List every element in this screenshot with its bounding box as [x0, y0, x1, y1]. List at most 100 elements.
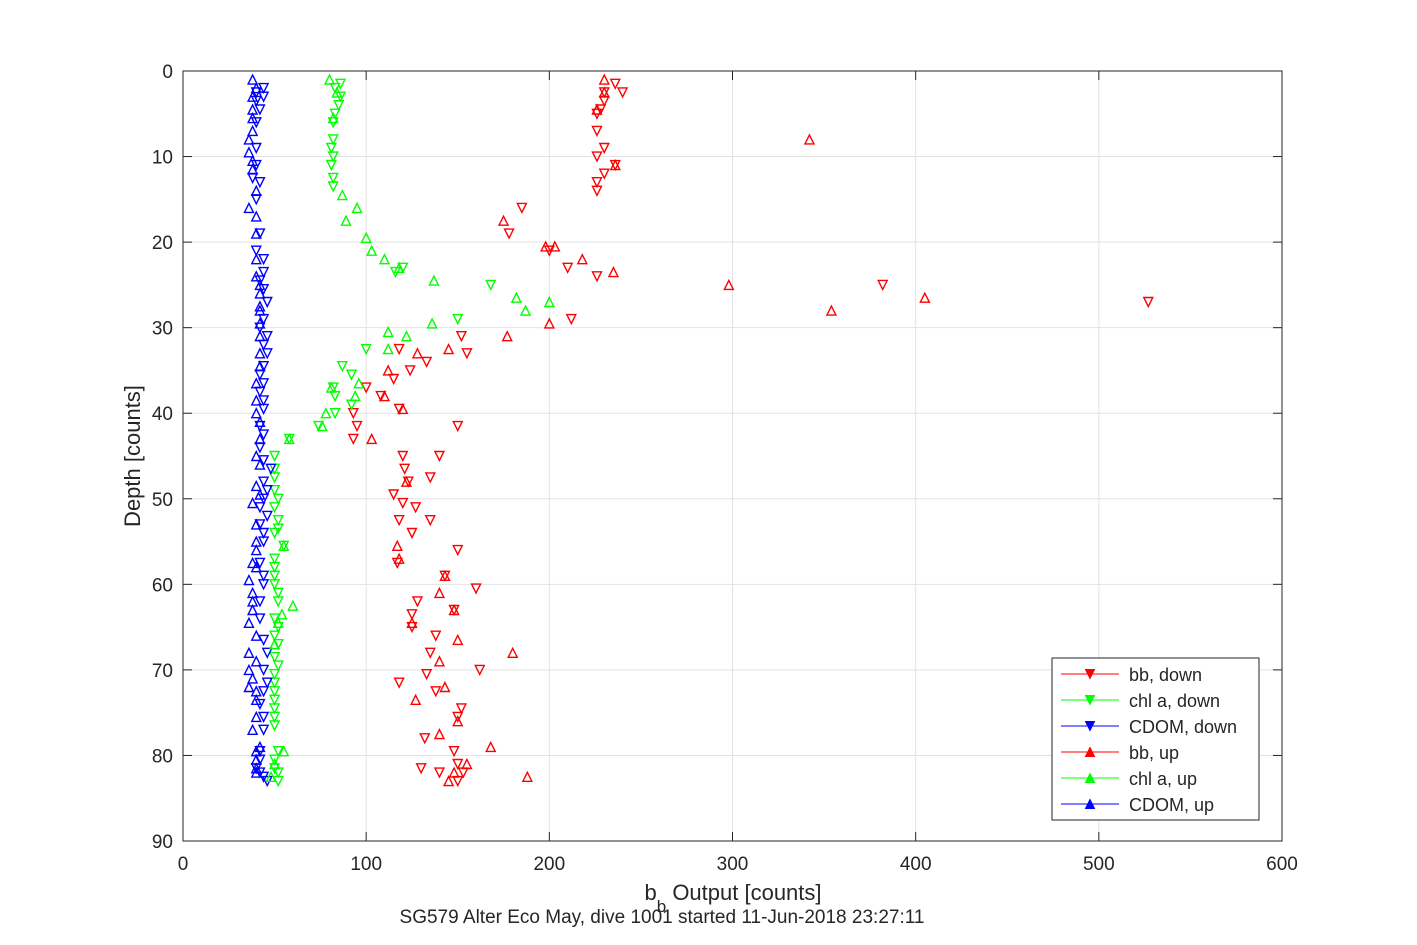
data-point [510, 291, 522, 303]
data-point [265, 463, 277, 475]
data-point [404, 365, 416, 377]
data-point [250, 710, 262, 723]
data-point [320, 407, 332, 419]
data-point [257, 686, 270, 698]
data-point [424, 647, 436, 659]
data-point [360, 343, 372, 356]
data-point [276, 608, 288, 620]
x-tick-label: 300 [717, 854, 749, 875]
data-point [325, 159, 337, 172]
data-point [598, 73, 610, 85]
data-point [393, 261, 405, 273]
data-point [397, 497, 409, 510]
y-tick-label: 10 [152, 148, 173, 169]
data-point [340, 214, 352, 226]
data-point [327, 172, 339, 185]
data-point [254, 304, 266, 316]
y-tick-label: 50 [152, 490, 173, 511]
data-point [406, 527, 418, 540]
data-point [591, 185, 603, 197]
data-point [398, 463, 411, 475]
data-point [345, 369, 358, 381]
data-point [351, 420, 363, 433]
data-point [424, 514, 436, 527]
data-point [723, 278, 735, 291]
data-point [388, 489, 400, 501]
data-point [455, 331, 468, 343]
data-point [257, 570, 270, 582]
data-point [448, 766, 460, 778]
data-point [287, 599, 299, 611]
data-point [254, 330, 266, 342]
data-point [261, 677, 273, 689]
legend-item: bb, down [1061, 665, 1202, 685]
x-axis-label: bb Output [counts] [644, 880, 821, 916]
data-point [268, 527, 281, 540]
series-cdom-up [243, 73, 266, 778]
data-point [250, 142, 262, 155]
data-point [349, 390, 361, 402]
data-point [598, 142, 610, 155]
legend-item: chl a, up [1061, 769, 1197, 789]
data-point [501, 330, 513, 342]
legend-label: bb, down [1129, 665, 1202, 685]
data-point [278, 745, 290, 757]
legend-marker [1084, 772, 1096, 783]
data-point [433, 727, 446, 740]
data-point [250, 629, 262, 641]
data-point [424, 472, 436, 484]
data-point [1142, 296, 1154, 309]
data-point [250, 407, 262, 419]
data-point [257, 360, 270, 373]
data-point [497, 214, 510, 226]
data-point [268, 757, 281, 770]
data-point [268, 668, 281, 681]
y-tick-label: 90 [152, 832, 173, 853]
data-point [257, 378, 270, 390]
data-point [254, 228, 266, 240]
data-point [272, 493, 284, 505]
data-point [485, 740, 497, 753]
data-point [452, 420, 464, 433]
data-point [268, 703, 281, 715]
x-tick-label: 400 [900, 854, 932, 875]
data-point [243, 201, 255, 214]
data-point [442, 342, 455, 355]
data-point [393, 343, 405, 356]
data-point [452, 715, 464, 727]
data-point [327, 382, 339, 394]
data-point [323, 73, 336, 85]
data-point [250, 693, 262, 706]
data-point [254, 488, 266, 500]
data-point [616, 87, 629, 99]
data-point [268, 651, 281, 664]
data-point [521, 770, 533, 783]
data-point [402, 476, 414, 488]
data-point [243, 646, 255, 658]
legend-label: chl a, up [1129, 769, 1197, 789]
data-point [325, 142, 337, 155]
data-point [439, 569, 451, 581]
y-tick-label: 40 [152, 404, 173, 425]
data-point [609, 159, 621, 171]
legend-marker [1084, 721, 1096, 732]
data-point [400, 475, 413, 487]
data-point [265, 770, 277, 783]
data-point [268, 570, 281, 582]
data-point [607, 265, 620, 278]
data-point [420, 356, 433, 368]
data-point [327, 181, 339, 193]
data-point [250, 210, 262, 222]
data-point [400, 330, 413, 342]
data-point [268, 711, 281, 724]
data-point [591, 151, 603, 163]
series-chl-a-up [265, 73, 555, 783]
data-point [598, 86, 610, 98]
data-point [360, 231, 372, 244]
data-point [257, 527, 270, 540]
data-point [336, 188, 348, 201]
data-point [433, 450, 446, 463]
y-tick-label: 20 [152, 233, 173, 254]
data-point [250, 544, 262, 556]
